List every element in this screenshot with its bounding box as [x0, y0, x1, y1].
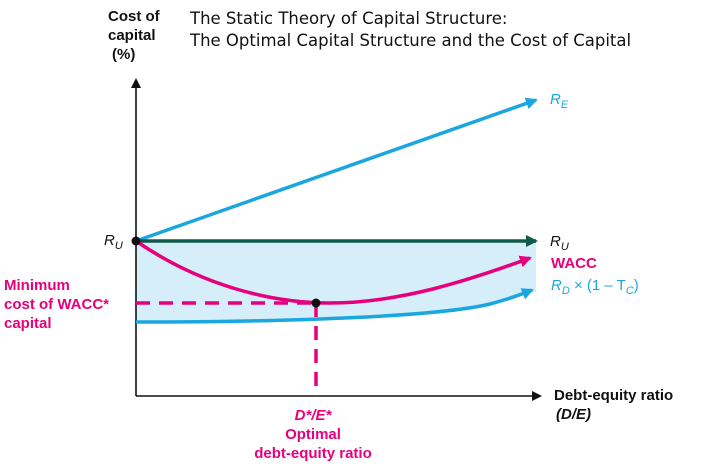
rd-after-tax-label: RD × (1 – TC)	[551, 277, 639, 297]
rd-after-tax-curve	[135, 288, 534, 324]
ru-left-label: RU	[104, 232, 123, 252]
y-axis-title-line3: (%)	[112, 46, 135, 63]
optimal-ratio-label-line2: Optimal	[285, 426, 341, 443]
minimum-cost-label-line3: capital	[4, 315, 52, 332]
optimal-ratio-label-line1: D*/E*	[295, 407, 333, 424]
minimum-cost-label-line2: cost of WACC*	[4, 296, 109, 313]
chart-title-line1: The Static Theory of Capital Structure:	[189, 9, 508, 28]
chart-title-line2: The Optimal Capital Structure and the Co…	[189, 31, 631, 50]
x-axis-title-line2: (D/E)	[556, 406, 591, 423]
re-line	[135, 97, 538, 243]
wacc-curve	[135, 239, 532, 305]
optimal-ratio-label-line3: debt-equity ratio	[254, 445, 372, 462]
x-axis-title-line1: Debt-equity ratio	[554, 387, 673, 404]
tax-shield-shaded-region	[136, 241, 536, 322]
ru-intercept-point	[131, 236, 141, 246]
optimal-point	[311, 298, 321, 308]
re-label: RE	[550, 91, 569, 111]
y-axis-title-line2: capital	[108, 27, 156, 44]
wacc-label: WACC	[551, 255, 597, 272]
y-axis-title-line1: Cost of	[108, 8, 161, 25]
minimum-cost-label-line1: Minimum	[4, 277, 70, 294]
ru-right-label: RU	[550, 233, 569, 253]
